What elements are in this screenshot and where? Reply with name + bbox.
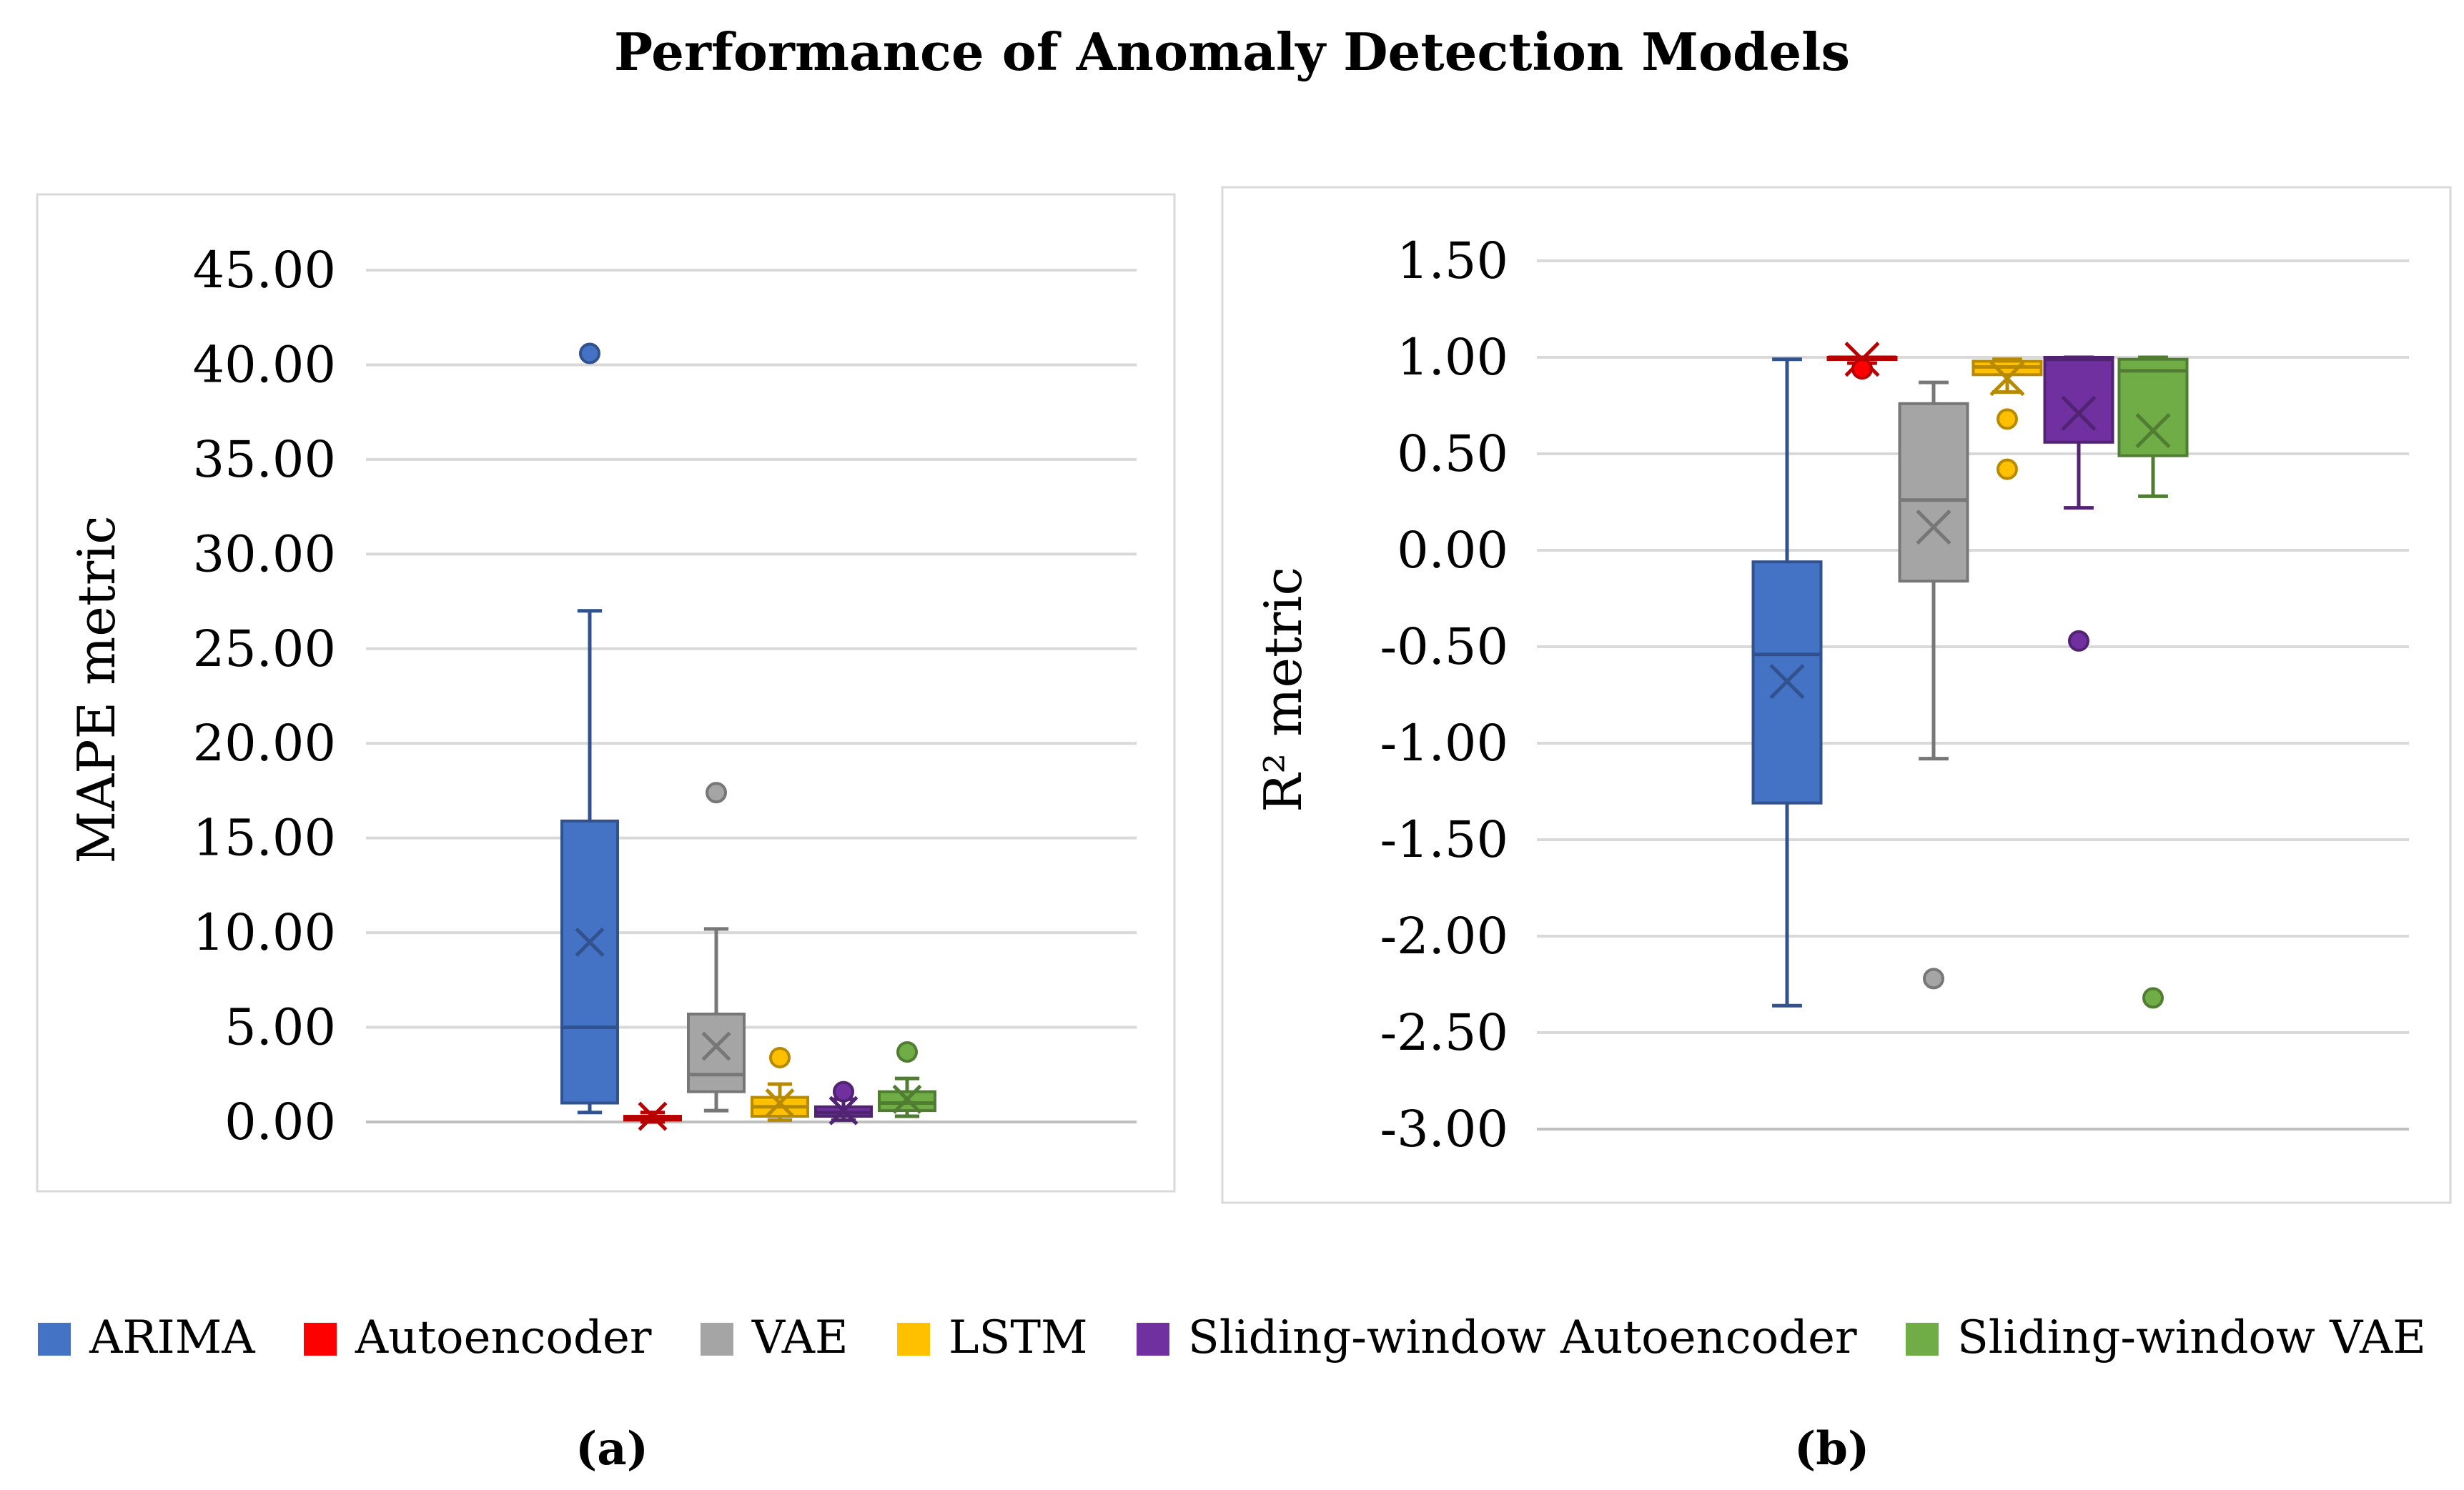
legend-item-sliding-window-autoencoder: Sliding-window Autoencoder (1136, 1311, 1857, 1364)
chart-title: Performance of Anomaly Detection Models (613, 21, 1851, 82)
box-vae (687, 1013, 746, 1093)
legend-swatch (896, 1322, 930, 1356)
mean-marker-lstm (765, 1088, 795, 1118)
chart-legend: ARIMA Autoencoder VAE LSTM Sliding-windo… (0, 1308, 2464, 1364)
y-tick-label: 0.00 (224, 1093, 336, 1151)
box-arima (560, 819, 619, 1105)
panel-label-b: (b) (1794, 1422, 1870, 1476)
y-tick-label: 35.00 (193, 430, 336, 489)
panel-label-a: (a) (575, 1422, 649, 1476)
mean-marker-sliding-window-autoencoder (828, 1096, 859, 1126)
legend-label: Sliding-window Autoencoder (1187, 1311, 1857, 1364)
legend-item-vae: VAE (700, 1311, 848, 1364)
y-tick-label: 45.00 (193, 241, 336, 299)
legend-label: LSTM (948, 1311, 1088, 1364)
y-tick-label: 20.00 (193, 714, 336, 773)
outlier-point-lstm (769, 1046, 791, 1068)
legend-item-sliding-window-vae: Sliding-window VAE (1905, 1311, 2426, 1364)
legend-swatch (1905, 1322, 1939, 1356)
legend-label: Autoencoder (355, 1311, 652, 1364)
y-tick-label: 5.00 (224, 998, 336, 1057)
legend-label: Sliding-window VAE (1956, 1311, 2426, 1364)
outlier-point-vae (706, 782, 727, 804)
y-tick-label: 30.00 (193, 525, 336, 583)
legend-swatch (1136, 1322, 1169, 1356)
mean-marker-autoencoder (638, 1101, 668, 1131)
y-tick-label: 10.00 (193, 903, 336, 962)
y-tick-label: 25.00 (193, 620, 336, 678)
mean-marker-vae (701, 1031, 731, 1061)
y-axis-label: MAPE metric (66, 515, 127, 863)
legend-label: ARIMA (89, 1311, 255, 1364)
mean-marker-arima (575, 927, 605, 957)
legend-item-arima: ARIMA (38, 1311, 255, 1364)
legend-item-lstm: LSTM (896, 1311, 1088, 1364)
legend-swatch (303, 1322, 337, 1356)
legend-swatch (700, 1322, 733, 1356)
legend-swatch (38, 1322, 71, 1356)
y-tick-label: 40.00 (193, 335, 336, 394)
outlier-point-sliding-window-vae (896, 1040, 918, 1063)
mean-marker-sliding-window-vae (892, 1084, 922, 1114)
legend-label: VAE (751, 1311, 848, 1364)
outlier-point-sliding-window-autoencoder (833, 1081, 854, 1103)
outlier-point-arima (579, 342, 600, 364)
y-tick-label: 15.00 (193, 809, 336, 868)
legend-item-autoencoder: Autoencoder (303, 1311, 652, 1364)
